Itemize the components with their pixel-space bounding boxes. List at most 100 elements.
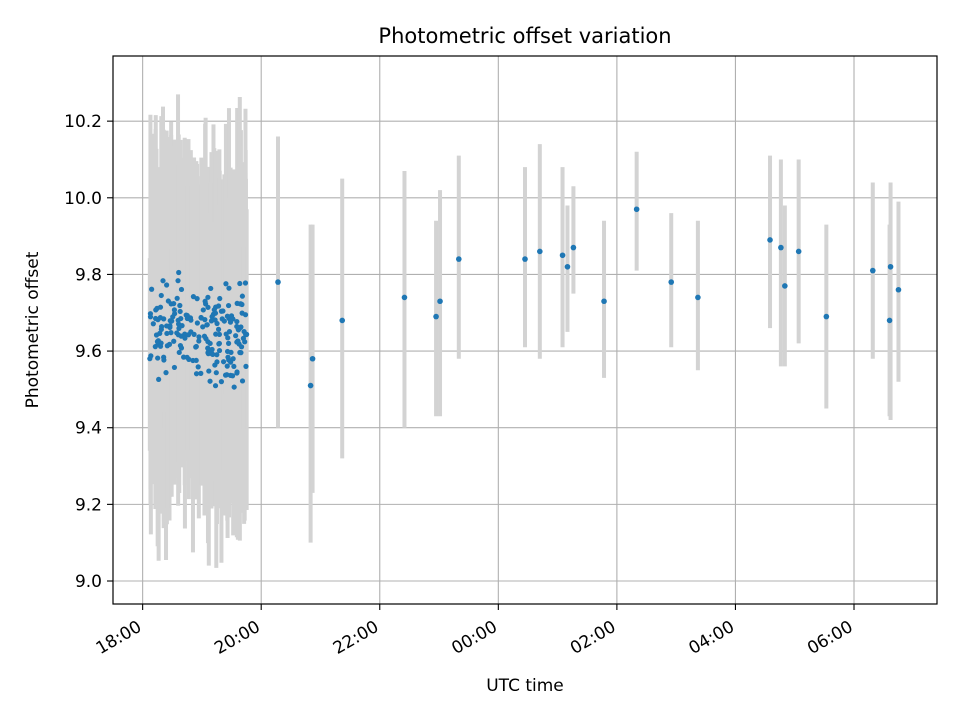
cluster-data-point <box>242 280 249 286</box>
data-point <box>886 317 893 324</box>
cluster-data-point <box>215 303 222 309</box>
data-point <box>887 263 894 270</box>
cluster-data-point <box>213 370 219 376</box>
cluster-data-point <box>209 314 215 320</box>
cluster-data-point <box>167 318 173 324</box>
cluster-data-point <box>152 315 159 322</box>
cluster-data-point <box>193 371 200 377</box>
cluster-data-point <box>226 285 232 291</box>
data-point <box>309 355 316 362</box>
cluster-data-point <box>205 294 211 300</box>
cluster-data-point <box>224 313 230 319</box>
cluster-data-point <box>226 329 233 335</box>
cluster-data-point <box>216 331 223 338</box>
cluster-data-point <box>208 318 215 324</box>
cluster-data-point <box>231 363 237 370</box>
cluster-data-point <box>196 338 202 344</box>
cluster-data-point <box>225 335 231 341</box>
cluster-data-point <box>177 302 183 309</box>
cluster-data-point <box>219 316 225 322</box>
cluster-data-point <box>226 357 232 363</box>
cluster-data-point <box>224 372 230 378</box>
data-point <box>522 256 528 262</box>
x-tick-label: 04:00 <box>686 617 738 659</box>
cluster-data-point <box>196 334 202 340</box>
cluster-data-point <box>178 345 185 351</box>
data-point <box>778 244 784 251</box>
cluster-data-point <box>168 330 174 336</box>
cluster-data-point <box>225 340 232 346</box>
cluster-data-point <box>188 317 194 323</box>
y-axis: 9.0 9.2 9.4 9.6 9.8 10.0 10.2 <box>64 112 113 592</box>
y-tick-label: 9.0 <box>75 572 102 592</box>
cluster-data-point <box>149 286 155 292</box>
data-point <box>823 313 830 320</box>
cluster-data-point <box>212 362 218 368</box>
cluster-data-point <box>156 376 162 383</box>
cluster-data-point <box>182 335 188 341</box>
cluster-data-point <box>193 344 199 350</box>
cluster-data-point <box>176 349 182 356</box>
cluster-data-point <box>228 349 234 355</box>
y-tick-label: 9.8 <box>75 265 102 285</box>
cluster-data-point <box>176 269 182 276</box>
y-tick-label: 10.2 <box>64 112 102 132</box>
cluster-data-point <box>161 316 167 322</box>
cluster-data-point <box>178 286 185 293</box>
data-point <box>668 279 675 285</box>
plot-frame <box>112 55 938 605</box>
cluster-data-point <box>171 301 177 307</box>
y-tick-label: 9.6 <box>75 342 102 362</box>
cluster-data-point <box>158 326 164 332</box>
cluster-data-point <box>171 307 178 313</box>
cluster-data-point <box>224 363 230 369</box>
x-axis: 18:00 20:00 22:00 00:00 02:00 04:00 06:00 <box>93 604 857 659</box>
cluster-data-point <box>239 378 246 384</box>
cluster-data-point <box>220 359 227 365</box>
cluster-data-point <box>195 364 201 370</box>
x-axis-title: UTC time <box>486 676 564 696</box>
x-tick-label: 00:00 <box>448 617 500 659</box>
cluster-data-point <box>174 295 180 301</box>
cluster-data-point <box>174 330 180 336</box>
cluster-data-point <box>223 281 229 287</box>
cluster-data-point <box>177 308 183 315</box>
data-point <box>437 298 443 305</box>
data-point <box>537 248 543 255</box>
data-point <box>564 263 571 270</box>
data-point <box>869 267 876 274</box>
cluster-data-point <box>163 370 169 376</box>
cluster-data-point <box>194 296 200 302</box>
cluster-data-point <box>198 370 204 376</box>
data-point <box>601 298 607 305</box>
cluster-data-point <box>186 356 192 363</box>
cluster-data-point <box>201 333 208 339</box>
x-tick-label: 18:00 <box>93 617 145 659</box>
cluster-data-point <box>220 308 226 314</box>
cluster-data-point <box>200 324 206 330</box>
data-point <box>633 206 640 213</box>
data-point <box>275 279 281 285</box>
cluster-data-point <box>164 343 170 349</box>
cluster-data-point <box>191 331 197 337</box>
cluster-data-point <box>157 343 164 349</box>
x-tick-label: 02:00 <box>567 617 619 659</box>
cluster-data-point <box>154 305 160 311</box>
y-tick-label: 9.2 <box>75 495 102 515</box>
data-point <box>695 294 701 301</box>
cluster-data-point <box>171 364 178 371</box>
y-tick-label: 10.0 <box>64 189 102 209</box>
data-point <box>339 317 346 324</box>
chart-title: Photometric offset variation <box>378 24 671 48</box>
y-tick-label: 9.4 <box>75 419 102 439</box>
cluster-data-point <box>175 321 182 327</box>
cluster-data-point <box>235 338 241 344</box>
cluster-data-point <box>202 298 208 304</box>
cluster-data-point <box>204 322 210 328</box>
cluster-data-point <box>225 302 232 309</box>
data-point <box>401 294 408 301</box>
cluster-data-point <box>205 350 211 356</box>
error-bars <box>147 94 901 568</box>
cluster-data-point <box>171 338 177 344</box>
